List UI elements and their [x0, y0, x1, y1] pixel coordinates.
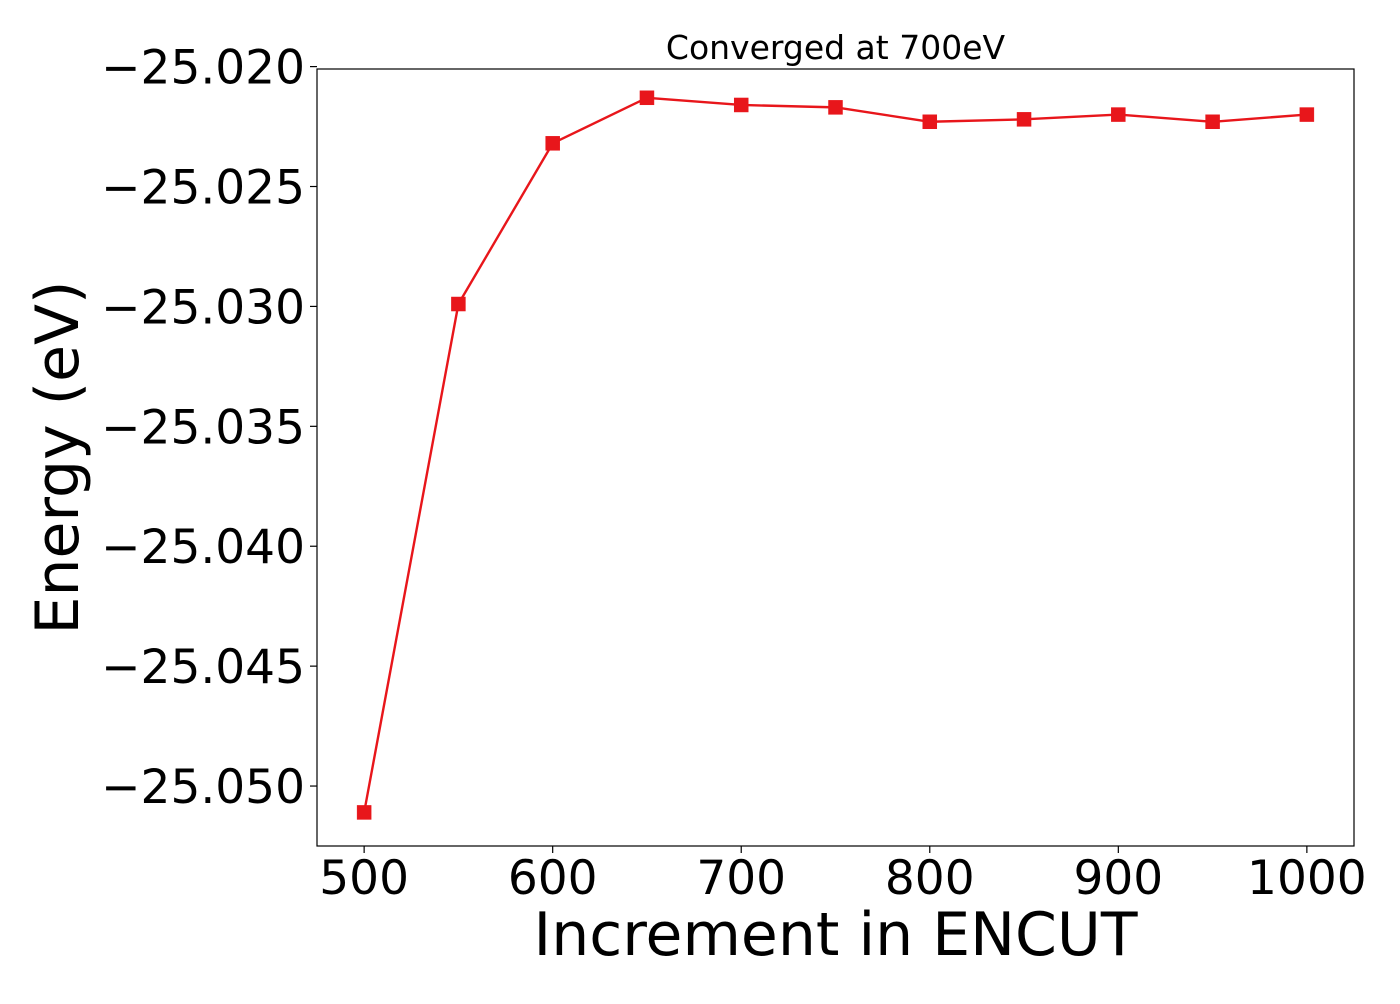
data-point-marker: [1205, 114, 1220, 130]
x-tick-label: 900: [1073, 851, 1163, 906]
x-axis-label: Increment in ENCUT: [534, 900, 1138, 970]
y-tick-label: −25.050: [101, 760, 305, 815]
y-tick-label: −25.035: [101, 400, 305, 455]
data-point-marker: [1111, 107, 1126, 122]
y-tick-label: −25.040: [101, 520, 305, 575]
y-tick-label: −25.025: [101, 161, 305, 216]
y-tick-label: −25.030: [101, 280, 305, 335]
data-point-marker: [545, 136, 560, 151]
y-tick-label: −25.045: [101, 640, 305, 695]
series-layer: [356, 90, 1315, 820]
data-point-marker: [356, 805, 372, 820]
x-tick-label: 500: [319, 851, 409, 906]
data-point-marker: [1299, 107, 1315, 122]
series-line: [362, 96, 1307, 813]
data-point-marker: [733, 97, 749, 113]
y-axis-ticks: −25.020 −25.025 −25.030 −25.035 −25.040 −25.0…: [101, 41, 317, 815]
x-tick-label: 800: [885, 851, 975, 906]
data-point-marker: [828, 100, 843, 115]
data-point-marker: [922, 114, 938, 130]
data-point-marker: [451, 296, 466, 312]
x-axis-ticks: 500 600 700 800 900 1000: [319, 846, 1367, 906]
plot-area-frame: [316, 68, 1355, 847]
data-point-marker: [639, 90, 655, 106]
chart-title: Converged at 700eV: [666, 28, 1006, 67]
y-axis-label: Energy (eV): [23, 281, 93, 635]
data-point-marker: [1016, 112, 1032, 127]
y-tick-label: −25.020: [101, 41, 305, 96]
x-tick-label: 700: [696, 851, 786, 906]
x-tick-label: 1000: [1247, 851, 1367, 906]
x-tick-label: 600: [508, 851, 598, 906]
